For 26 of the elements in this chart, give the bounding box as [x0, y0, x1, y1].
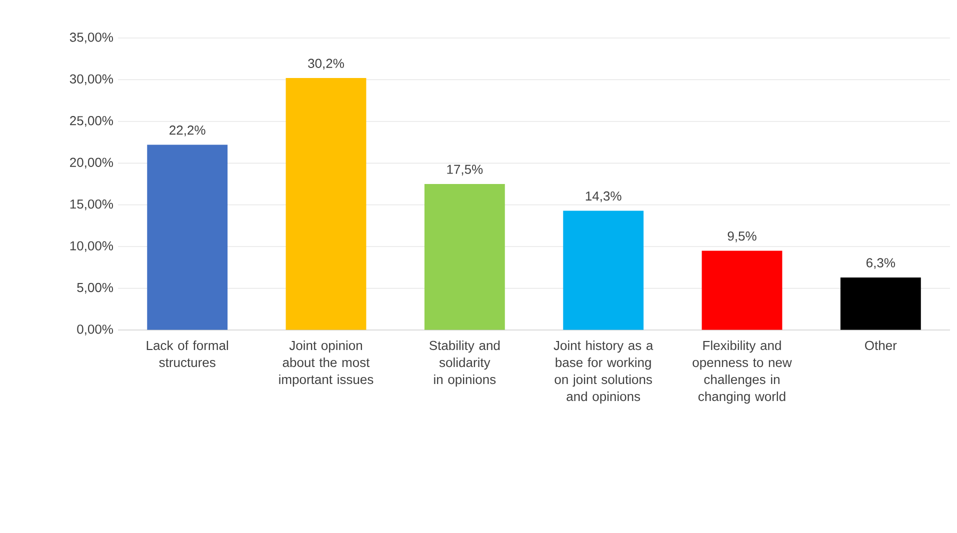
data-label: 17,5% — [447, 164, 483, 176]
y-tick-label: 20,00% — [70, 158, 113, 169]
data-label: 6,3% — [866, 258, 896, 269]
bar — [840, 277, 921, 330]
x-tick-label: Joint opinion about the most important issues — [279, 340, 374, 387]
x-tick-label: Other — [865, 340, 897, 350]
data-label: 22,2% — [170, 126, 206, 136]
bar — [147, 144, 228, 330]
data-label: 9,5% — [728, 231, 756, 242]
y-tick-label: 5,00% — [77, 282, 113, 294]
y-tick-label: 10,00% — [70, 241, 113, 252]
x-tick-label: Flexibility and openness to new challenges in changing world — [692, 340, 792, 404]
data-label: 14,3% — [586, 191, 622, 202]
bar — [424, 184, 505, 330]
x-tick-label: Joint history as a base for working on joint solutions and opinions — [554, 340, 654, 404]
y-tick-label: 15,00% — [70, 199, 113, 210]
bar — [286, 78, 366, 330]
x-tick-label: Lack of formal structures — [146, 340, 228, 368]
y-tick-label: 0,00% — [77, 324, 113, 336]
y-tick-label: 30,00% — [70, 74, 113, 86]
data-label: 30,2% — [308, 58, 344, 70]
y-tick-label: 25,00% — [70, 116, 113, 127]
bar — [702, 250, 782, 330]
bar — [563, 210, 644, 330]
x-tick-label: Stability and solidarity in opinions — [429, 340, 500, 387]
y-tick-label: 35,00% — [70, 32, 113, 44]
